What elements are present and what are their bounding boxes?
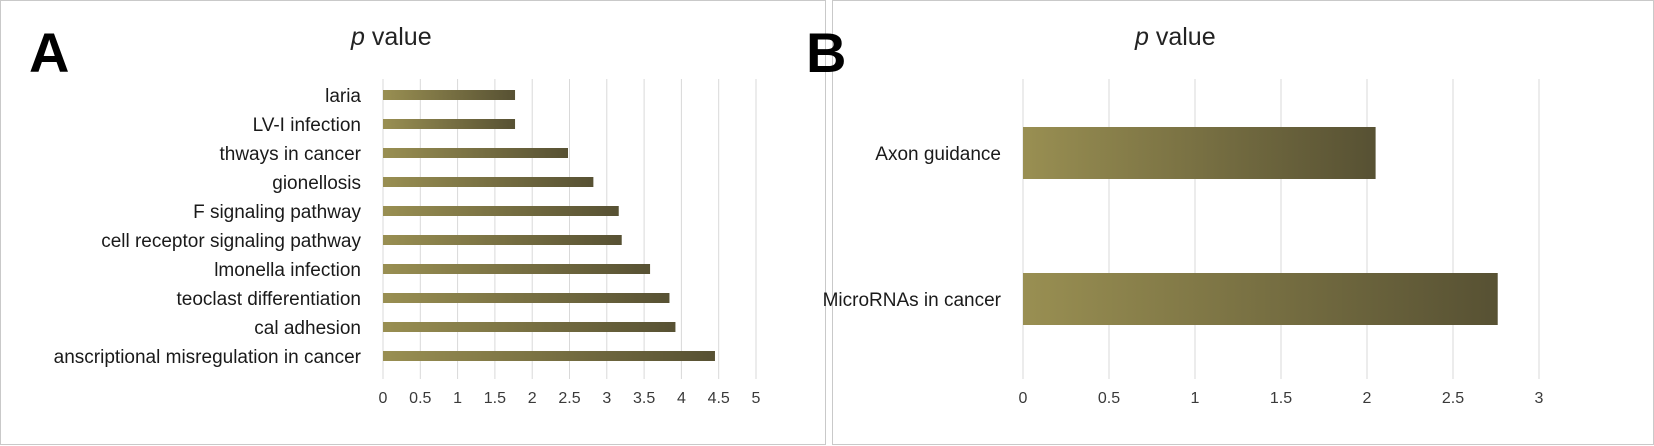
chart-title-b: p value <box>1135 23 1216 52</box>
bar <box>383 351 715 361</box>
x-tick-label: 4.5 <box>708 390 730 407</box>
x-tick-label: 2.5 <box>558 390 580 407</box>
category-label: MicroRNAs in cancer <box>823 290 1002 311</box>
x-tick-label: 1 <box>453 390 462 407</box>
bar <box>383 322 676 332</box>
x-tick-label: 1.5 <box>1270 390 1292 407</box>
x-tick-label: 1.5 <box>484 390 506 407</box>
x-tick-label: 3 <box>1535 390 1544 407</box>
chart-title-a-text: value <box>364 23 432 51</box>
x-tick-label: 0.5 <box>1098 390 1120 407</box>
category-label: cell receptor signaling pathway <box>101 231 361 252</box>
x-tick-label: 2.5 <box>1442 390 1464 407</box>
category-label: cal adhesion <box>254 318 361 339</box>
chart-title-b-variable: p <box>1135 23 1149 51</box>
bar <box>1023 127 1376 179</box>
bar <box>383 119 516 129</box>
x-tick-label: 2 <box>528 390 537 407</box>
x-tick-label: 0 <box>1019 390 1028 407</box>
x-tick-label: 0 <box>379 390 388 407</box>
category-label: thways in cancer <box>219 144 361 165</box>
x-tick-label: 3.5 <box>633 390 655 407</box>
category-label: teoclast differentiation <box>177 289 362 310</box>
chart-panel-b: B p value 0 0.5 1 1.5 2 2.5 3 Axon guidance Micr… <box>806 0 1654 445</box>
panel-label-b: B <box>806 25 846 81</box>
chart-title-a: p value <box>351 23 432 52</box>
x-tick-label: 0.5 <box>409 390 431 407</box>
panel-label-b-text: B <box>806 21 847 84</box>
x-tick-label: 1 <box>1191 390 1200 407</box>
bar-chart-a: 0 0.5 1 1.5 2 2.5 3 3.5 4 4.5 5 laria LV-I infection… <box>54 79 761 407</box>
bar <box>383 206 619 216</box>
bar <box>383 90 516 100</box>
bar <box>1023 273 1498 325</box>
chart-panel-a: A p value 0 0.5 1 1.5 2 2.5 3 3.5 4 4.5 5 laria LV-I… <box>0 0 826 445</box>
x-tick-label: 2 <box>1363 390 1372 407</box>
chart-title-b-text: value <box>1148 23 1216 51</box>
bar <box>383 177 594 187</box>
category-label: Axon guidance <box>875 144 1001 165</box>
panel-label-a: A <box>29 21 70 84</box>
bar-chart-b: 0 0.5 1 1.5 2 2.5 3 Axon guidance MicroRNAs in c… <box>823 79 1544 407</box>
chart-title-a-variable: p <box>351 23 365 51</box>
bar <box>383 235 622 245</box>
x-tick-label: 5 <box>752 390 761 407</box>
bar <box>383 264 651 274</box>
x-tick-label: 4 <box>677 390 686 407</box>
category-label: anscriptional misregulation in cancer <box>54 347 362 368</box>
bar <box>383 148 569 158</box>
bar <box>383 293 670 303</box>
category-label: laria <box>325 86 361 107</box>
category-label: gionellosis <box>272 173 361 194</box>
category-label: lmonella infection <box>214 260 361 281</box>
x-tick-label: 3 <box>602 390 611 407</box>
category-label: LV-I infection <box>253 115 361 136</box>
category-label: F signaling pathway <box>193 202 361 223</box>
